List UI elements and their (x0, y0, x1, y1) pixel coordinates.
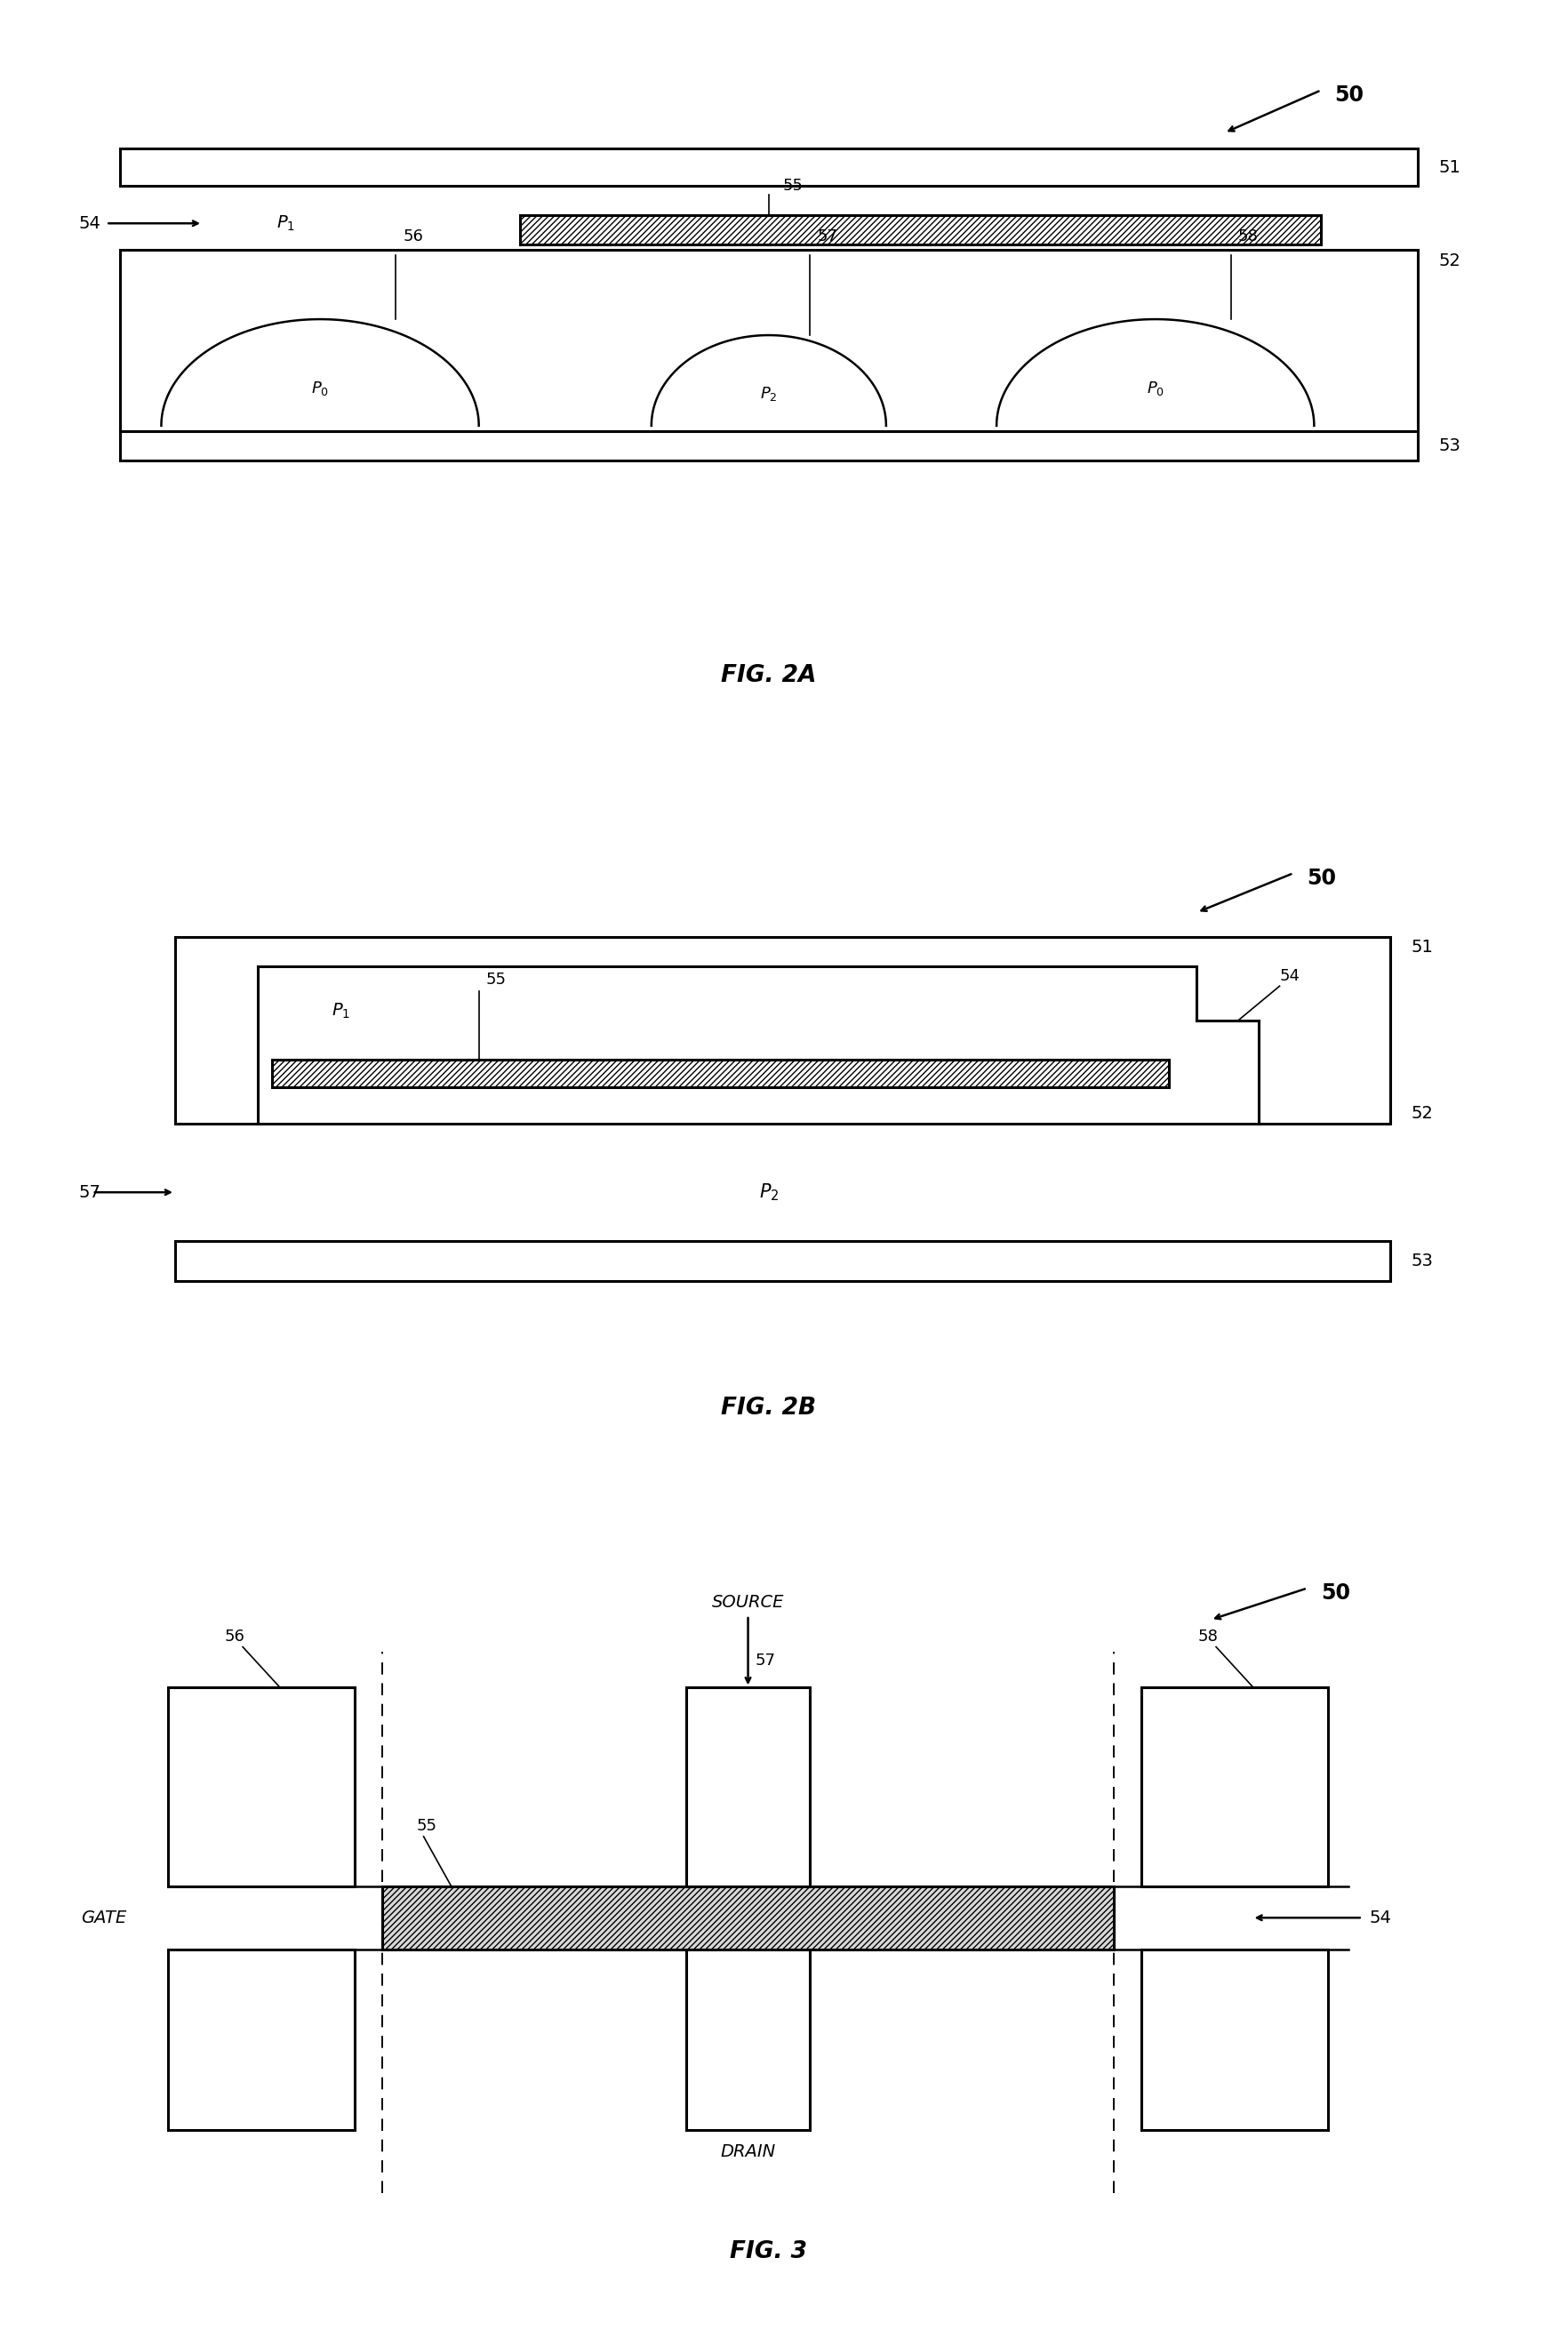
Text: 51: 51 (1438, 158, 1460, 177)
FancyBboxPatch shape (119, 249, 1417, 431)
Text: $P_0$: $P_0$ (1146, 380, 1163, 398)
Text: 50: 50 (1334, 84, 1363, 107)
FancyBboxPatch shape (1142, 1687, 1327, 1885)
Text: 51: 51 (1410, 939, 1432, 955)
Text: FIG. 2A: FIG. 2A (721, 664, 815, 687)
FancyBboxPatch shape (168, 1687, 354, 1885)
Text: 55: 55 (417, 1817, 437, 1834)
Text: $P_0$: $P_0$ (310, 380, 329, 398)
Text: 52: 52 (1438, 252, 1460, 268)
Text: 54: 54 (1369, 1908, 1391, 1927)
Text: 57: 57 (817, 228, 837, 245)
Text: 50: 50 (1320, 1582, 1350, 1603)
Text: 52: 52 (1410, 1104, 1432, 1123)
Text: 56: 56 (403, 228, 423, 245)
FancyBboxPatch shape (521, 214, 1320, 245)
Text: $P_1$: $P_1$ (331, 1002, 350, 1021)
Text: 57: 57 (754, 1652, 775, 1668)
Text: $P_2$: $P_2$ (759, 384, 778, 403)
Text: 56: 56 (224, 1629, 245, 1645)
FancyBboxPatch shape (271, 1060, 1168, 1088)
FancyBboxPatch shape (119, 149, 1417, 186)
Text: 58: 58 (1196, 1629, 1217, 1645)
FancyBboxPatch shape (119, 431, 1417, 461)
Text: 54: 54 (78, 214, 100, 231)
FancyBboxPatch shape (176, 937, 1389, 1123)
FancyBboxPatch shape (383, 1885, 1113, 1950)
Text: DRAIN: DRAIN (720, 2144, 775, 2160)
FancyBboxPatch shape (168, 1950, 354, 2130)
FancyBboxPatch shape (176, 1242, 1389, 1282)
Text: 50: 50 (1306, 867, 1336, 888)
Text: 55: 55 (782, 177, 803, 193)
Text: $P_1$: $P_1$ (276, 214, 295, 233)
Text: 57: 57 (78, 1184, 100, 1200)
FancyBboxPatch shape (685, 1950, 809, 2130)
FancyBboxPatch shape (1142, 1950, 1327, 2130)
Text: $P_2$: $P_2$ (759, 1181, 778, 1202)
Text: 54: 54 (1279, 969, 1300, 983)
FancyBboxPatch shape (685, 1687, 809, 1885)
Text: 58: 58 (1237, 228, 1258, 245)
Text: 53: 53 (1438, 438, 1460, 454)
Text: 55: 55 (486, 972, 506, 988)
Text: 53: 53 (1410, 1254, 1432, 1270)
Text: FIG. 2B: FIG. 2B (721, 1396, 815, 1419)
Text: SOURCE: SOURCE (712, 1594, 784, 1610)
Text: GATE: GATE (82, 1908, 127, 1927)
Text: FIG. 3: FIG. 3 (729, 2239, 808, 2262)
